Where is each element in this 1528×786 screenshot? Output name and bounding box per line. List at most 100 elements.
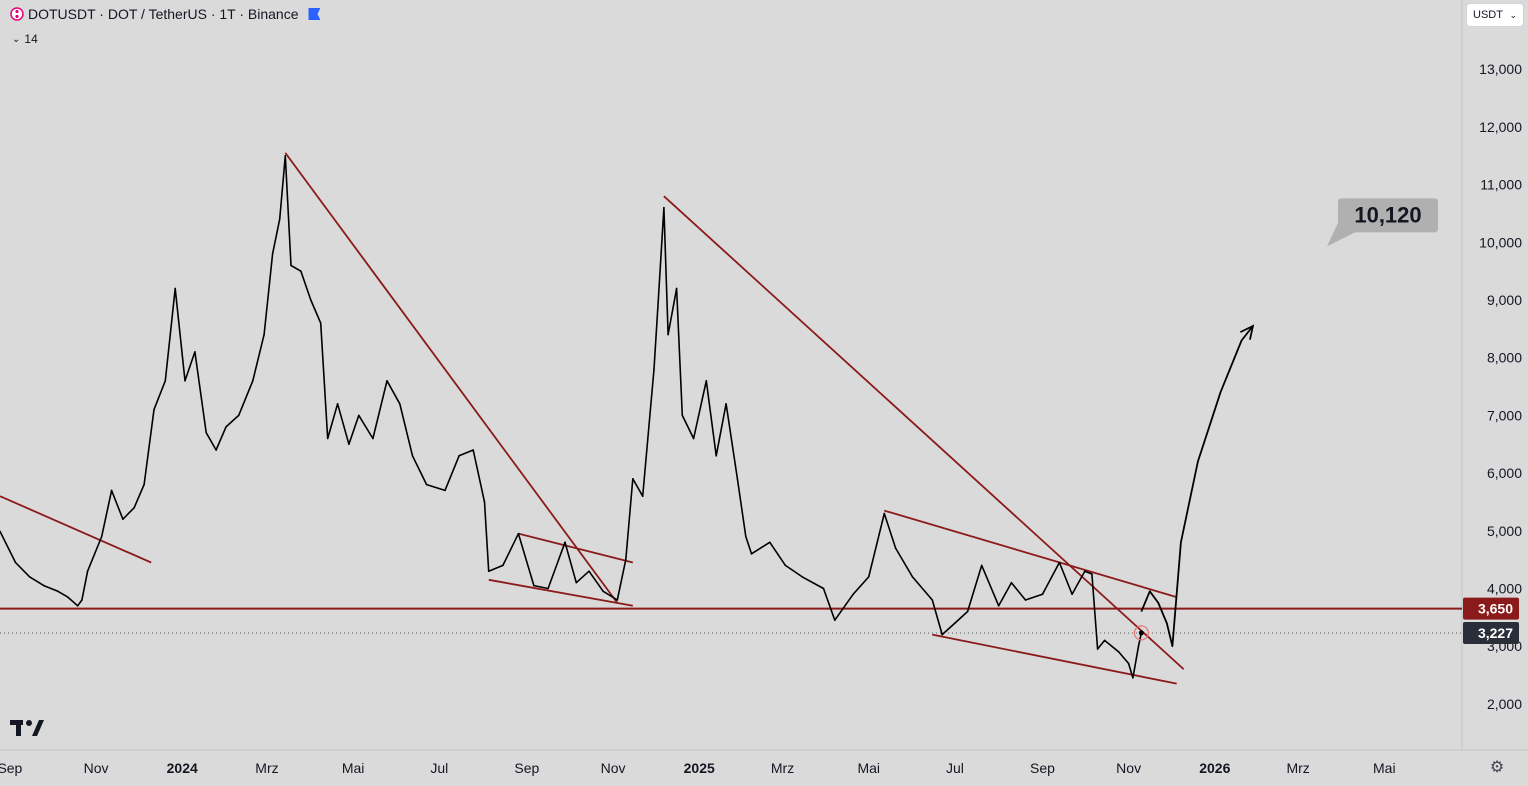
chart-header: DOTUSDT · DOT / TetherUS · 1T · Binance [10, 6, 321, 22]
price-point-37 [386, 379, 388, 382]
projection-arrowhead [1239, 324, 1255, 340]
plot-area[interactable] [0, 0, 1462, 750]
gear-icon[interactable]: ⚙ [1489, 759, 1505, 776]
trendline-2[interactable] [518, 532, 634, 564]
trendline-1[interactable] [284, 152, 619, 604]
price-point-9 [100, 535, 103, 538]
price-point-32 [326, 437, 329, 440]
price-point-33 [336, 403, 339, 405]
price-point-38 [398, 403, 401, 405]
x-tick-label: Mrz [255, 760, 278, 776]
chevron-down-icon[interactable]: ⌄ [12, 33, 21, 45]
x-tick-label: Mai [857, 760, 880, 776]
price-point-87 [1010, 581, 1013, 584]
price-point-41 [444, 489, 446, 492]
price-point-57 [641, 495, 644, 497]
price-axis-panel[interactable] [1462, 0, 1528, 786]
indicator-row: ⌄ 14 [12, 32, 38, 46]
support-level-label-bg [1463, 597, 1519, 620]
target-callout-box[interactable] [1338, 198, 1438, 233]
x-tick-label: Sep [0, 760, 23, 776]
price-point-93 [1091, 573, 1093, 575]
trendline-5[interactable] [884, 509, 1177, 598]
x-tick-label: Mrz [1286, 760, 1309, 776]
price-point-82 [941, 633, 943, 636]
price-point-70 [750, 553, 753, 555]
price-point-14 [153, 408, 155, 411]
price-point-55 [624, 558, 627, 561]
price-point-95 [1103, 639, 1106, 642]
x-tick-label: Mai [342, 760, 365, 776]
price-point-43 [472, 449, 475, 451]
price-point-79 [894, 547, 897, 549]
price-point-92 [1084, 570, 1086, 572]
projection-path[interactable] [1140, 325, 1254, 648]
price-point-18 [194, 351, 196, 353]
price-point-71 [769, 541, 771, 544]
currency-selector[interactable]: USDT ⌄ [1466, 3, 1524, 27]
current-price-label-bg [1463, 622, 1519, 645]
price-point-75 [834, 619, 836, 621]
y-tick-label: 8,000 [1487, 350, 1522, 366]
price-point-8 [86, 570, 89, 572]
price-point-24 [263, 333, 265, 336]
y-tick-label: 9,000 [1487, 292, 1522, 308]
support-level-label: 3,650 [1478, 601, 1513, 617]
price-point-40 [425, 483, 428, 486]
x-tick-label: Mai [1373, 760, 1396, 776]
price-point-26 [278, 218, 281, 221]
price-point-60 [663, 206, 665, 209]
price-point-46 [502, 564, 504, 567]
price-point-3 [42, 584, 45, 587]
price-point-80 [911, 576, 914, 578]
flag-icon[interactable] [308, 8, 321, 20]
trendline-4[interactable] [663, 195, 1185, 670]
price-point-74 [822, 587, 825, 590]
price-point-35 [357, 414, 360, 417]
price-point-90 [1058, 561, 1061, 564]
x-tick-label: Sep [1030, 760, 1055, 776]
tradingview-logo-icon[interactable] [10, 718, 44, 743]
price-point-42 [458, 454, 460, 457]
price-point-59 [657, 299, 660, 301]
y-tick-label: 13,000 [1479, 61, 1522, 77]
chevron-down-icon: ⌄ [1509, 9, 1517, 20]
x-tick-label: 2025 [684, 760, 715, 776]
price-point-67 [725, 403, 727, 405]
price-point-86 [997, 604, 1000, 607]
price-point-51 [575, 581, 578, 584]
price-point-68 [736, 478, 739, 480]
price-point-52 [588, 570, 590, 572]
price-point-97 [1127, 662, 1130, 665]
y-tick-label: 10,000 [1479, 234, 1522, 250]
price-point-15 [164, 379, 167, 382]
price-point-31 [319, 322, 322, 324]
price-point-99 [1137, 645, 1140, 647]
y-tick-label: 4,000 [1487, 580, 1522, 596]
symbol-title[interactable]: DOTUSDT · DOT / TetherUS · 1T · Binance [28, 6, 299, 22]
price-point-30 [309, 299, 312, 301]
price-point-54 [616, 599, 619, 601]
price-point-73 [801, 576, 804, 578]
x-tick-label: Mrz [771, 760, 794, 776]
price-point-61 [667, 333, 669, 336]
price-point-88 [1024, 599, 1027, 601]
price-point-16 [174, 287, 176, 290]
price-point-20 [215, 449, 217, 451]
x-tick-label: 2026 [1199, 760, 1230, 776]
price-point-48 [533, 584, 535, 587]
price-point-62 [675, 287, 678, 290]
price-point-27 [284, 154, 287, 157]
y-tick-label: 6,000 [1487, 465, 1522, 481]
x-tick-label: Jul [430, 760, 448, 776]
trendline-3[interactable] [488, 578, 633, 607]
price-point-19 [205, 431, 208, 434]
price-point-13 [143, 483, 145, 486]
price-point-91 [1071, 593, 1073, 596]
price-point-69 [745, 535, 747, 538]
trendline-0[interactable] [0, 495, 152, 564]
price-point-76 [852, 593, 854, 596]
last-price-marker-dot [1138, 630, 1144, 636]
trendline-6[interactable] [932, 633, 1177, 685]
